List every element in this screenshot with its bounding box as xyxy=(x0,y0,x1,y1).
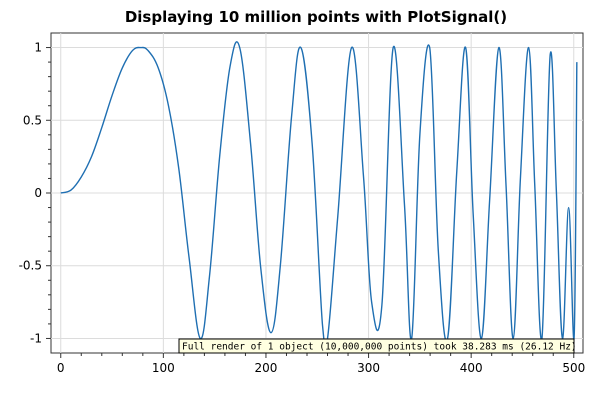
y-tick-label: -0.5 xyxy=(19,259,42,273)
annotation-text: Full render of 1 object (10,000,000 poin… xyxy=(182,342,577,353)
series-layer xyxy=(60,41,578,349)
chart-title: Displaying 10 million points with PlotSi… xyxy=(125,8,507,26)
x-tick-label: 100 xyxy=(152,361,175,375)
y-tick-label: 0 xyxy=(34,186,42,200)
y-tick-label: 1 xyxy=(34,41,42,55)
y-tick-label: -1 xyxy=(30,331,42,345)
x-tick-label: 200 xyxy=(255,361,278,375)
axis-ticks: 0 100 200 300 400 500 1 0.5 0 -0.5 -1 xyxy=(19,41,586,375)
x-tick-label: 400 xyxy=(460,361,483,375)
series-line xyxy=(60,41,578,349)
x-tick-label: 300 xyxy=(357,361,380,375)
x-tick-label: 0 xyxy=(57,361,65,375)
y-tick-label: 0.5 xyxy=(23,113,42,127)
x-tick-label: 500 xyxy=(562,361,585,375)
annotation-box xyxy=(178,338,575,354)
benchmark-annotation: Full render of 1 object (10,000,000 poin… xyxy=(178,338,577,354)
